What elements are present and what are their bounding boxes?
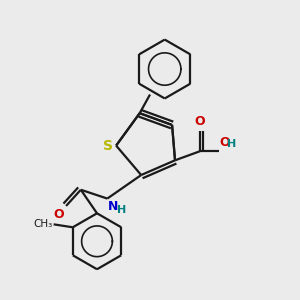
Text: H: H [227,139,237,149]
Text: H: H [117,205,126,215]
Text: CH₃: CH₃ [33,219,52,229]
Text: O: O [220,136,230,149]
Text: O: O [195,115,205,128]
Text: N: N [108,200,118,213]
Text: S: S [103,139,113,153]
Text: O: O [53,208,64,221]
